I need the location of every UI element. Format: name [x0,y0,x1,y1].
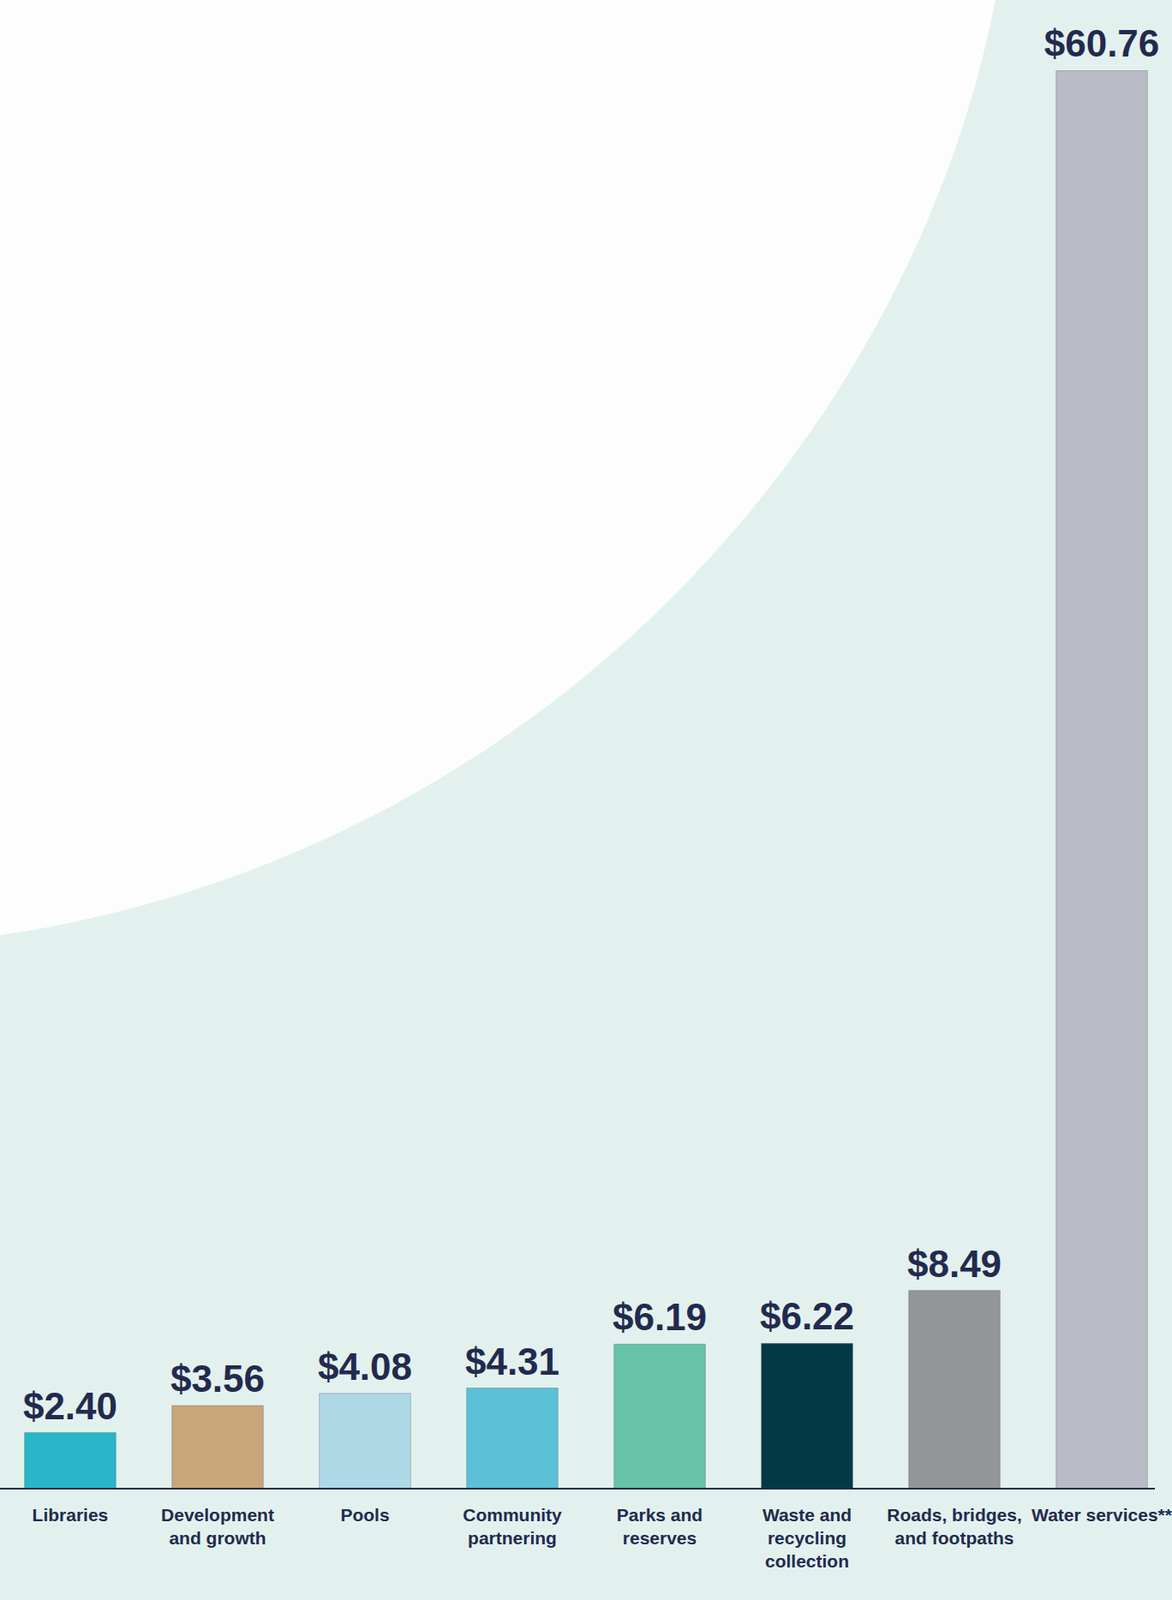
bars [24,70,1149,1489]
bar [172,1405,264,1489]
category-label: Pools [340,1505,389,1525]
data-label: $8.49 [907,1243,1002,1286]
category-label: Roads, bridges,and footpaths [886,1505,1023,1549]
data-label: $3.56 [170,1357,265,1400]
bar [1056,70,1149,1489]
category-label: Waste andrecyclingcollection [762,1505,852,1572]
background [0,0,1172,1600]
category-label: Communitypartnering [462,1505,563,1549]
category-labels: Libraries Developmentand growth Pools Commu… [32,1505,1172,1572]
chart: $2.40 $3.56 $4.08 $4.31 $6.19 $6.22 $8.49 $60.7… [0,0,1172,1600]
bar [24,1433,117,1489]
bar [466,1388,559,1489]
category-label: Parks andreserves [616,1505,703,1549]
data-label: $60.76 [1044,22,1161,65]
bar [761,1343,854,1489]
bar [614,1344,706,1489]
category-label: Libraries [32,1505,109,1525]
data-label: $4.31 [465,1340,560,1383]
data-label: $6.22 [759,1295,855,1338]
category-label: Developmentand growth [161,1505,275,1549]
data-label: $6.19 [612,1296,707,1339]
data-label: $2.40 [23,1385,118,1428]
baseline [0,1488,1155,1490]
background-curve [0,0,996,936]
category-label: Water services** [1031,1505,1172,1525]
data-labels: $2.40 $3.56 $4.08 $4.31 $6.19 $6.22 $8.49 $60.7… [23,22,1160,1428]
data-label: $4.08 [317,1345,413,1388]
bar [908,1291,1001,1489]
bar [319,1393,412,1489]
